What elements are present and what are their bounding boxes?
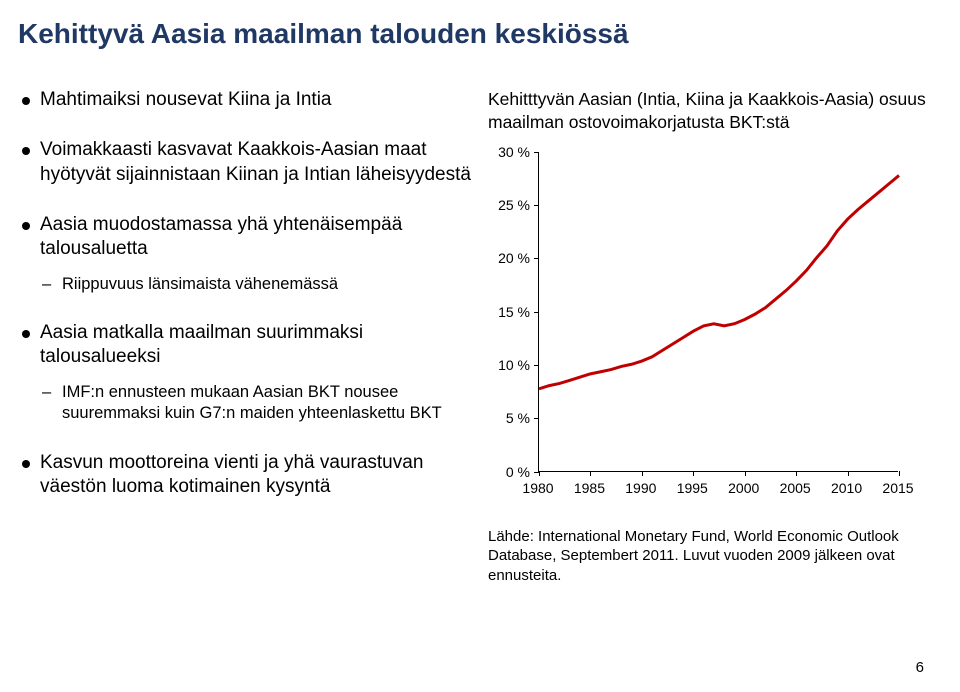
- x-tick-label: 2005: [780, 480, 811, 496]
- y-tick: [534, 418, 539, 419]
- bullet-text: Kasvun moottoreina vienti ja yhä vaurast…: [40, 452, 423, 497]
- bullet-text: Aasia muodostamassa yhä yhtenäisempää ta…: [40, 214, 402, 259]
- chart-line: [539, 175, 899, 388]
- sub-bullet-item: Riippuvuus länsimaista vähenemässä: [40, 274, 476, 295]
- x-tick: [693, 471, 694, 476]
- y-tick-label: 0 %: [488, 464, 530, 480]
- bullet-text: Aasia matkalla maailman suurimmaksi talo…: [40, 322, 363, 367]
- chart-plot: [538, 152, 898, 472]
- x-tick-label: 1990: [625, 480, 656, 496]
- content-columns: Mahtimaiksi nousevat Kiina ja Intia Voima…: [18, 88, 928, 585]
- y-tick-label: 30 %: [488, 144, 530, 160]
- x-tick-label: 1985: [574, 480, 605, 496]
- x-tick-label: 2015: [882, 480, 913, 496]
- y-tick: [534, 205, 539, 206]
- bullet-item: Aasia muodostamassa yhä yhtenäisempää ta…: [18, 213, 476, 295]
- x-tick: [539, 471, 540, 476]
- x-tick-label: 2010: [831, 480, 862, 496]
- chart-source: Lähde: International Monetary Fund, Worl…: [488, 527, 928, 586]
- chart-title: Kehitttyvän Aasian (Intia, Kiina ja Kaak…: [488, 88, 928, 134]
- bullet-item: Aasia matkalla maailman suurimmaksi talo…: [18, 321, 476, 425]
- page-title: Kehittyvä Aasia maailman talouden keskiö…: [18, 18, 928, 50]
- y-tick-label: 25 %: [488, 197, 530, 213]
- x-tick: [848, 471, 849, 476]
- chart-line-svg: [539, 152, 899, 472]
- sub-bullet-list: IMF:n ennusteen mukaan Aasian BKT nousee…: [40, 382, 476, 425]
- y-tick: [534, 312, 539, 313]
- right-column: Kehitttyvän Aasian (Intia, Kiina ja Kaak…: [488, 88, 928, 585]
- y-tick-label: 10 %: [488, 357, 530, 373]
- y-tick: [534, 258, 539, 259]
- bullet-list: Mahtimaiksi nousevat Kiina ja Intia Voima…: [18, 88, 476, 499]
- y-tick: [534, 152, 539, 153]
- x-tick: [642, 471, 643, 476]
- x-tick-label: 2000: [728, 480, 759, 496]
- x-tick: [745, 471, 746, 476]
- x-tick: [899, 471, 900, 476]
- page-number: 6: [916, 659, 924, 676]
- bullet-item: Voimakkaasti kasvavat Kaakkois-Aasian ma…: [18, 138, 476, 187]
- sub-bullet-list: Riippuvuus länsimaista vähenemässä: [40, 274, 476, 295]
- y-tick-label: 20 %: [488, 250, 530, 266]
- x-tick: [590, 471, 591, 476]
- x-tick-label: 1980: [522, 480, 553, 496]
- bullet-item: Mahtimaiksi nousevat Kiina ja Intia: [18, 88, 476, 112]
- left-column: Mahtimaiksi nousevat Kiina ja Intia Voima…: [18, 88, 488, 585]
- bullet-item: Kasvun moottoreina vienti ja yhä vaurast…: [18, 451, 476, 500]
- y-tick-label: 15 %: [488, 304, 530, 320]
- bullet-text: Mahtimaiksi nousevat Kiina ja Intia: [40, 89, 331, 110]
- bullet-text: Voimakkaasti kasvavat Kaakkois-Aasian ma…: [40, 139, 471, 184]
- x-tick-label: 1995: [677, 480, 708, 496]
- sub-bullet-item: IMF:n ennusteen mukaan Aasian BKT nousee…: [40, 382, 476, 425]
- y-tick-label: 5 %: [488, 410, 530, 426]
- chart-area: 0 %5 %10 %15 %20 %25 %30 %19801985199019…: [488, 152, 908, 507]
- x-tick: [796, 471, 797, 476]
- y-tick: [534, 365, 539, 366]
